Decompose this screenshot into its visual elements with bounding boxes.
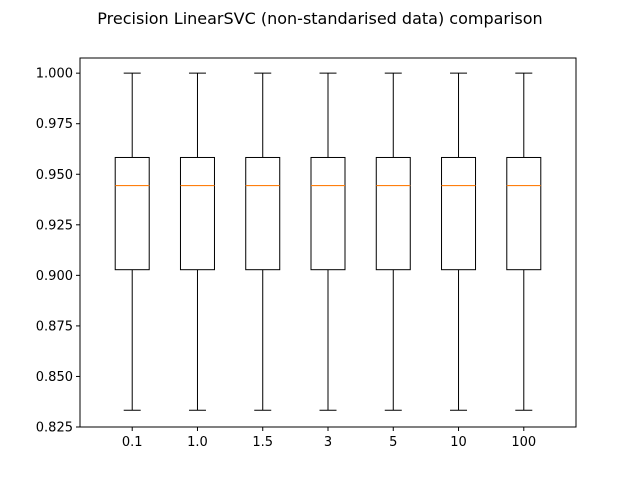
box-100 bbox=[506, 72, 542, 411]
x-tick-label: 1.0 bbox=[187, 435, 208, 450]
iqr-box bbox=[245, 156, 281, 271]
box-0.1 bbox=[114, 72, 150, 411]
y-tick-label: 1.000 bbox=[36, 67, 73, 82]
y-tick-label: 0.850 bbox=[36, 370, 73, 385]
box-1.0 bbox=[179, 72, 215, 411]
x-tick-label: 100 bbox=[511, 435, 536, 450]
chart-title: Precision LinearSVC (non-standarised dat… bbox=[97, 9, 542, 28]
x-tick-label: 5 bbox=[389, 435, 397, 450]
box-3 bbox=[310, 72, 346, 411]
x-tick-label: 0.1 bbox=[122, 435, 143, 450]
box-10 bbox=[441, 72, 477, 411]
iqr-box bbox=[506, 156, 542, 271]
y-tick-label: 0.825 bbox=[36, 421, 73, 436]
iqr-box bbox=[375, 156, 411, 271]
box-1.5 bbox=[245, 72, 281, 411]
box-series bbox=[114, 72, 542, 411]
iqr-box bbox=[114, 156, 150, 271]
y-tick-label: 0.950 bbox=[36, 168, 73, 183]
x-tick-label: 1.5 bbox=[252, 435, 273, 450]
x-tick-label: 3 bbox=[324, 435, 332, 450]
x-tick-label: 10 bbox=[450, 435, 467, 450]
x-axis: 0.1 1.0 1.5 3 5 10 100 bbox=[122, 427, 536, 450]
iqr-box bbox=[441, 156, 477, 271]
y-tick-label: 0.875 bbox=[36, 319, 73, 334]
y-tick-label: 0.925 bbox=[36, 218, 73, 233]
y-tick-label: 0.975 bbox=[36, 117, 73, 132]
box-5 bbox=[375, 72, 411, 411]
iqr-box bbox=[310, 156, 346, 271]
iqr-box bbox=[179, 156, 215, 271]
y-tick-label: 0.900 bbox=[36, 269, 73, 284]
y-axis: 0.825 0.850 0.875 0.900 0.925 0.950 0.975 1.000 bbox=[36, 67, 80, 436]
